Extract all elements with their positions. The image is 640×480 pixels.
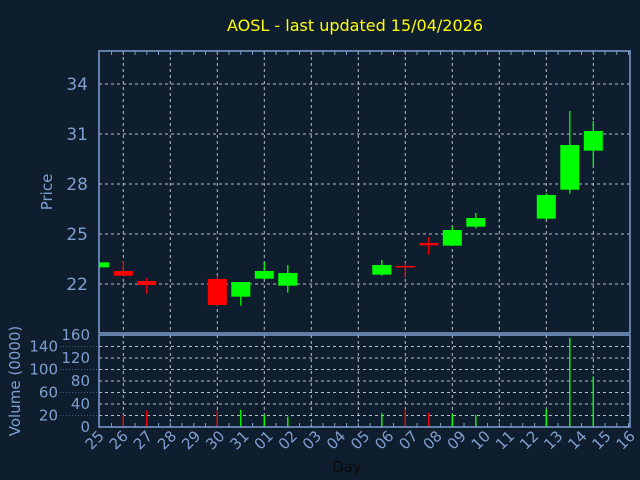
candle-body bbox=[137, 281, 157, 285]
volume-tick-label: 140 bbox=[29, 338, 58, 356]
volume-tick-label: 20 bbox=[39, 407, 58, 425]
volume-bar bbox=[381, 413, 383, 427]
candle-body bbox=[442, 230, 462, 246]
price-tick-label: 31 bbox=[66, 125, 88, 145]
volume-axis-title: Volume (0000) bbox=[6, 326, 24, 436]
volume-bar bbox=[451, 414, 453, 427]
volume-bar bbox=[240, 409, 242, 427]
price-tick-label: 28 bbox=[66, 175, 88, 195]
price-panel-frame bbox=[98, 50, 631, 334]
candle-body bbox=[254, 271, 274, 279]
x-axis-title: Day bbox=[332, 458, 362, 476]
price-axis-title: Price bbox=[38, 174, 56, 211]
chart-title: AOSL - last updated 15/04/2026 bbox=[227, 16, 483, 35]
candle-body bbox=[207, 279, 227, 305]
candle-body bbox=[395, 266, 415, 268]
volume-bar bbox=[569, 337, 571, 427]
volume-tick-label: 80 bbox=[71, 372, 90, 390]
volume-bar bbox=[545, 409, 547, 427]
volume-tick-label: 160 bbox=[61, 326, 90, 344]
candle-body bbox=[231, 282, 251, 297]
volume-bar bbox=[287, 416, 289, 427]
candle-body bbox=[536, 195, 556, 219]
volume-bar bbox=[122, 414, 124, 427]
grid bbox=[60, 51, 630, 427]
candle-body bbox=[583, 131, 603, 151]
volume-tick-label: 40 bbox=[71, 395, 90, 413]
volume-bar bbox=[404, 409, 406, 427]
candle-body bbox=[466, 218, 486, 227]
candle-body bbox=[372, 265, 392, 275]
volume-panel-frame bbox=[98, 334, 631, 428]
candle-body bbox=[113, 271, 133, 276]
volume-bar bbox=[263, 414, 265, 427]
volume-bar bbox=[592, 376, 594, 427]
volume-bar bbox=[428, 412, 430, 427]
volume-bar bbox=[216, 410, 218, 427]
price-tick-label: 22 bbox=[66, 275, 88, 295]
volume-tick-label: 0 bbox=[80, 418, 90, 436]
candle-body bbox=[419, 243, 439, 246]
volume-tick-label: 120 bbox=[61, 349, 90, 367]
volume-bar bbox=[475, 414, 477, 427]
candle-body bbox=[100, 262, 110, 268]
marks bbox=[99, 111, 603, 427]
candle-body bbox=[278, 273, 298, 286]
volume-tick-label: 100 bbox=[29, 361, 58, 379]
price-tick-label: 25 bbox=[66, 225, 88, 245]
price-tick-label: 34 bbox=[66, 75, 88, 95]
volume-bar bbox=[146, 410, 148, 427]
volume-tick-label: 60 bbox=[39, 384, 58, 402]
candle-body bbox=[560, 145, 580, 190]
